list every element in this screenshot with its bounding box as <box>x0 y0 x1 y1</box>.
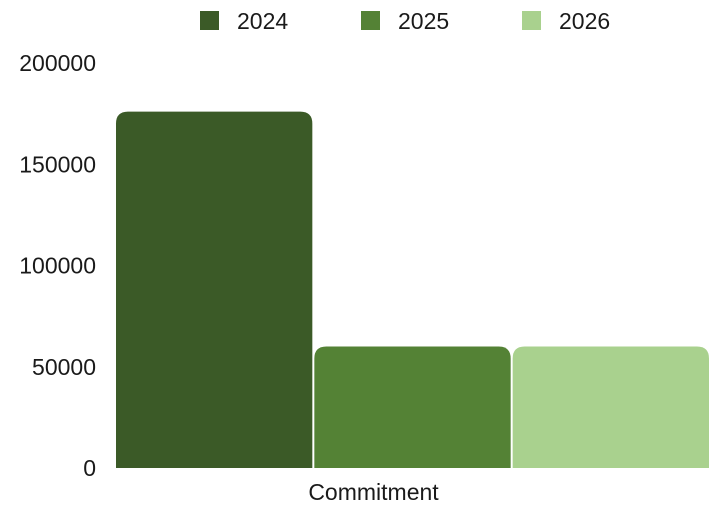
legend-swatch <box>200 11 219 30</box>
plot-area <box>116 111 709 468</box>
legend-item-2026: 2026 <box>522 8 610 34</box>
legend-swatch <box>522 11 541 30</box>
legend-label: 2024 <box>237 8 288 34</box>
bar-2026-commitment <box>512 346 709 468</box>
x-category-label: Commitment <box>308 479 439 505</box>
legend-item-2024: 2024 <box>200 8 288 34</box>
bar-2025-commitment <box>314 346 511 468</box>
y-tick-label: 50000 <box>32 354 96 380</box>
x-axis: Commitment <box>308 479 439 505</box>
bar-2024-commitment <box>116 111 313 468</box>
y-tick-label: 100000 <box>19 253 96 279</box>
y-tick-label: 200000 <box>19 50 96 76</box>
y-axis: 0 50000 100000 150000 200000 <box>19 50 96 481</box>
legend-item-2025: 2025 <box>361 8 449 34</box>
legend-swatch <box>361 11 380 30</box>
legend: 2024 2025 2026 <box>200 8 610 34</box>
y-tick-label: 150000 <box>19 151 96 177</box>
legend-label: 2025 <box>398 8 449 34</box>
y-tick-label: 0 <box>83 455 96 481</box>
legend-label: 2026 <box>559 8 610 34</box>
